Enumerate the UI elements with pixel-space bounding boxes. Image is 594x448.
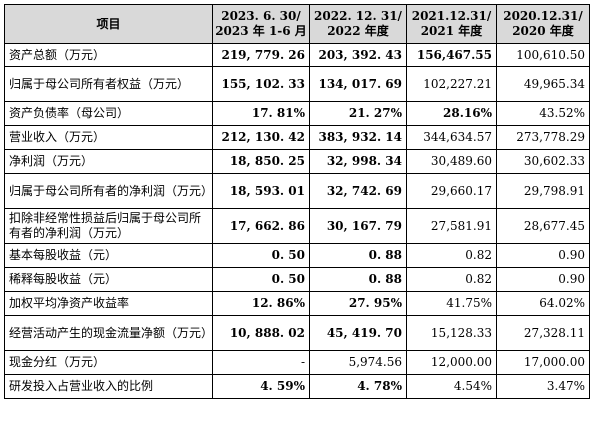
header-item: 项目 bbox=[4, 4, 213, 44]
cell-2021: 30,489.60 bbox=[406, 149, 497, 174]
row-label: 归属于母公司所有者的净利润（万元） bbox=[4, 173, 213, 209]
cell-2020: 28,677.45 bbox=[496, 208, 590, 244]
cell-2022: 383, 932. 14 bbox=[309, 125, 407, 150]
cell-2023h1: 18, 593. 01 bbox=[212, 173, 310, 209]
header-2020-line1: 2020.12.31/ bbox=[503, 9, 583, 23]
cell-2020: 64.02% bbox=[496, 291, 590, 316]
row-label: 营业收入（万元） bbox=[4, 125, 213, 150]
table-row: 现金分红（万元） - 5,974.56 12,000.00 17,000.00 bbox=[4, 350, 590, 375]
header-2021: 2021.12.31/ 2021 年度 bbox=[406, 4, 497, 44]
cell-2022: 5,974.56 bbox=[309, 350, 407, 375]
row-label: 资产总额（万元） bbox=[4, 43, 213, 67]
header-2022-line2: 2022 年度 bbox=[327, 24, 389, 38]
row-label: 资产负债率（母公司） bbox=[4, 101, 213, 126]
row-label: 净利润（万元） bbox=[4, 149, 213, 174]
cell-2021: 344,634.57 bbox=[406, 125, 497, 150]
cell-2022: 45, 419. 70 bbox=[309, 315, 407, 351]
table-row: 扣除非经常性损益后归属于母公司所有者的净利润（万元） 17, 662. 86 3… bbox=[4, 208, 590, 244]
table-row: 资产负债率（母公司） 17. 81% 21. 27% 28.16% 43.52% bbox=[4, 101, 590, 126]
cell-2021: 41.75% bbox=[406, 291, 497, 316]
cell-2020: 30,602.33 bbox=[496, 149, 590, 174]
cell-2020: 29,798.91 bbox=[496, 173, 590, 209]
cell-2020: 17,000.00 bbox=[496, 350, 590, 375]
cell-2020: 49,965.34 bbox=[496, 66, 590, 102]
cell-2021: 12,000.00 bbox=[406, 350, 497, 375]
header-2023h1-line2: 2023 年 1-6 月 bbox=[215, 24, 307, 38]
cell-2020: 0.90 bbox=[496, 243, 590, 268]
row-label: 扣除非经常性损益后归属于母公司所有者的净利润（万元） bbox=[4, 208, 213, 244]
cell-2023h1: 12. 86% bbox=[212, 291, 310, 316]
table-row: 基本每股收益（元） 0. 50 0. 88 0.82 0.90 bbox=[4, 243, 590, 268]
cell-2023h1: 18, 850. 25 bbox=[212, 149, 310, 174]
cell-2022: 32, 742. 69 bbox=[309, 173, 407, 209]
row-label: 基本每股收益（元） bbox=[4, 243, 213, 268]
cell-2021: 15,128.33 bbox=[406, 315, 497, 351]
cell-2023h1: 17. 81% bbox=[212, 101, 310, 126]
table-row: 稀释每股收益（元） 0. 50 0. 88 0.82 0.90 bbox=[4, 267, 590, 292]
cell-2020: 100,610.50 bbox=[496, 43, 590, 67]
cell-2021: 4.54% bbox=[406, 374, 497, 399]
financial-summary-table: 项目 2023. 6. 30/ 2023 年 1-6 月 2022. 12. 3… bbox=[4, 4, 590, 399]
table-header-row: 项目 2023. 6. 30/ 2023 年 1-6 月 2022. 12. 3… bbox=[4, 4, 590, 44]
row-label: 稀释每股收益（元） bbox=[4, 267, 213, 292]
table-row: 净利润（万元） 18, 850. 25 32, 998. 34 30,489.6… bbox=[4, 149, 590, 174]
row-label: 研发投入占营业收入的比例 bbox=[4, 374, 213, 399]
table-row: 加权平均净资产收益率 12. 86% 27. 95% 41.75% 64.02% bbox=[4, 291, 590, 316]
cell-2020: 27,328.11 bbox=[496, 315, 590, 351]
cell-2021: 0.82 bbox=[406, 267, 497, 292]
row-label: 现金分红（万元） bbox=[4, 350, 213, 375]
cell-2020: 3.47% bbox=[496, 374, 590, 399]
cell-2023h1: 155, 102. 33 bbox=[212, 66, 310, 102]
cell-2022: 0. 88 bbox=[309, 243, 407, 268]
cell-2021: 27,581.91 bbox=[406, 208, 497, 244]
cell-2023h1: 212, 130. 42 bbox=[212, 125, 310, 150]
header-2021-line2: 2021 年度 bbox=[420, 24, 483, 38]
cell-2021: 0.82 bbox=[406, 243, 497, 268]
cell-2021: 29,660.17 bbox=[406, 173, 497, 209]
cell-2022: 30, 167. 79 bbox=[309, 208, 407, 244]
table-row: 经营活动产生的现金流量净额（万元） 10, 888. 02 45, 419. 7… bbox=[4, 315, 590, 351]
cell-2020: 43.52% bbox=[496, 101, 590, 126]
row-label: 归属于母公司所有者权益（万元） bbox=[4, 66, 213, 102]
header-item-label: 项目 bbox=[96, 16, 121, 31]
cell-2020: 0.90 bbox=[496, 267, 590, 292]
header-2020-line2: 2020 年度 bbox=[512, 24, 574, 38]
table-row: 营业收入（万元） 212, 130. 42 383, 932. 14 344,6… bbox=[4, 125, 590, 150]
header-2022: 2022. 12. 31/ 2022 年度 bbox=[309, 4, 407, 44]
header-2023h1: 2023. 6. 30/ 2023 年 1-6 月 bbox=[212, 4, 310, 44]
cell-2023h1: 219, 779. 26 bbox=[212, 43, 310, 67]
cell-2021: 156,467.55 bbox=[406, 43, 497, 67]
table-row: 资产总额（万元） 219, 779. 26 203, 392. 43 156,4… bbox=[4, 43, 590, 67]
cell-2023h1: - bbox=[212, 350, 310, 375]
cell-2023h1: 10, 888. 02 bbox=[212, 315, 310, 351]
cell-2023h1: 17, 662. 86 bbox=[212, 208, 310, 244]
row-label: 加权平均净资产收益率 bbox=[4, 291, 213, 316]
header-2020: 2020.12.31/ 2020 年度 bbox=[496, 4, 590, 44]
table-row: 归属于母公司所有者的净利润（万元） 18, 593. 01 32, 742. 6… bbox=[4, 173, 590, 209]
cell-2020: 273,778.29 bbox=[496, 125, 590, 150]
header-2021-line1: 2021.12.31/ bbox=[411, 9, 492, 23]
cell-2022: 134, 017. 69 bbox=[309, 66, 407, 102]
cell-2021: 28.16% bbox=[406, 101, 497, 126]
cell-2023h1: 0. 50 bbox=[212, 267, 310, 292]
cell-2021: 102,227.21 bbox=[406, 66, 497, 102]
cell-2023h1: 0. 50 bbox=[212, 243, 310, 268]
cell-2022: 27. 95% bbox=[309, 291, 407, 316]
header-2023h1-line1: 2023. 6. 30/ bbox=[221, 9, 301, 23]
table-row: 归属于母公司所有者权益（万元） 155, 102. 33 134, 017. 6… bbox=[4, 66, 590, 102]
header-2022-line1: 2022. 12. 31/ bbox=[314, 9, 402, 23]
cell-2022: 21. 27% bbox=[309, 101, 407, 126]
row-label: 经营活动产生的现金流量净额（万元） bbox=[4, 315, 213, 351]
cell-2022: 4. 78% bbox=[309, 374, 407, 399]
cell-2022: 32, 998. 34 bbox=[309, 149, 407, 174]
cell-2022: 0. 88 bbox=[309, 267, 407, 292]
cell-2023h1: 4. 59% bbox=[212, 374, 310, 399]
table-row: 研发投入占营业收入的比例 4. 59% 4. 78% 4.54% 3.47% bbox=[4, 374, 590, 399]
cell-2022: 203, 392. 43 bbox=[309, 43, 407, 67]
